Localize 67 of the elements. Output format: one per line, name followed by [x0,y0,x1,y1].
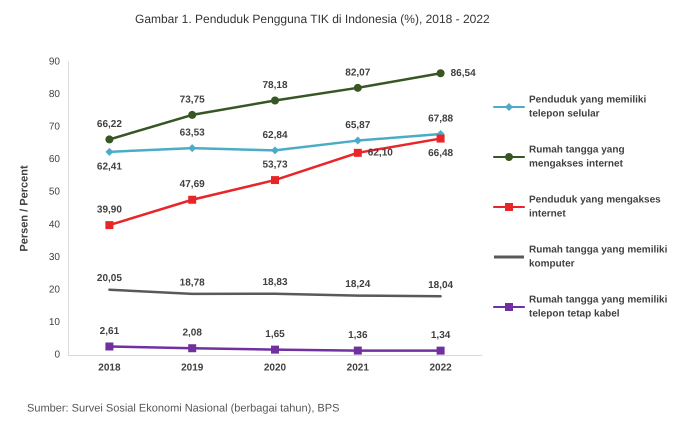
data-label: 73,75 [180,94,206,106]
point [354,84,362,92]
data-label: 2,08 [182,328,202,339]
point [188,344,196,352]
data-label: 47,69 [180,179,206,190]
data-label: 86,54 [450,68,476,79]
point [271,146,279,154]
y-tick-label: 90 [48,56,60,68]
y-axis-title: Persen / Percent [18,165,30,252]
data-label: 62,10 [368,147,394,158]
x-tick-label: 2022 [429,362,452,374]
data-label: 62,84 [262,130,288,141]
data-label: 39,90 [96,204,122,216]
data-label: 20,05 [96,273,122,284]
y-tick-label: 40 [48,219,60,230]
x-tick-label: 2019 [181,362,204,374]
legend-label: Penduduk yang mengakses internet [529,194,664,220]
data-label: 18,83 [262,277,288,288]
point [436,134,445,143]
legend-label: Penduduk yang memiliki telepon selular [529,94,650,120]
point [436,69,445,78]
data-label: 18,78 [180,277,206,288]
y-tick-label: 50 [48,186,60,198]
y-tick-label: 70 [48,122,60,133]
line-series [108,288,442,298]
point [354,148,362,157]
data-label: 18,04 [428,280,454,291]
point [271,346,279,354]
data-label: 82,07 [345,67,371,78]
data-label: 63,53 [180,128,206,139]
data-label: 2,61 [100,326,120,338]
point [436,346,445,355]
y-tick-label: 0 [54,350,60,360]
data-label: 1,65 [265,329,286,340]
point [188,110,196,119]
legend-label: Rumah tangga yang mengakses internet [529,144,628,170]
chart-title: Gambar 1. Penduduk Pengguna TIK di Indonesia (%), 2018 - 2022 [135,12,490,26]
point [271,176,279,184]
data-label: 66,22 [96,118,122,130]
legend-label: Rumah tangga yang memiliki telepon tetap kabel [529,294,670,320]
data-label: 18,24 [345,279,371,290]
data-label: 67,88 [428,114,454,125]
point [354,346,362,355]
data-label: 65,87 [345,120,371,132]
data-label: 66,48 [428,148,454,160]
legend-label: Rumah tangga yang memiliki komputer [529,244,670,270]
data-label: 78,18 [262,80,288,91]
point [354,136,362,145]
point [105,221,114,230]
point [105,135,114,144]
x-tick-label: 2021 [346,362,370,374]
y-tick-label: 80 [48,89,60,100]
y-tick-label: 20 [48,284,60,296]
x-tick-label: 2018 [98,362,121,374]
point [271,96,279,104]
data-label: 62,41 [96,161,122,172]
y-tick-label: 60 [48,154,60,166]
data-label: 1,36 [348,330,368,342]
y-tick-label: 10 [48,316,60,328]
point [105,342,114,351]
data-label: 1,34 [430,330,451,342]
point [188,196,196,204]
x-tick-label: 2020 [264,362,287,374]
data-label: 53,73 [262,160,288,171]
point [105,148,114,156]
text: Sumber: Survei Sosial Ekonomi Nasional (berbagai tahun), BPS [27,402,340,414]
y-tick-label: 30 [48,252,60,263]
